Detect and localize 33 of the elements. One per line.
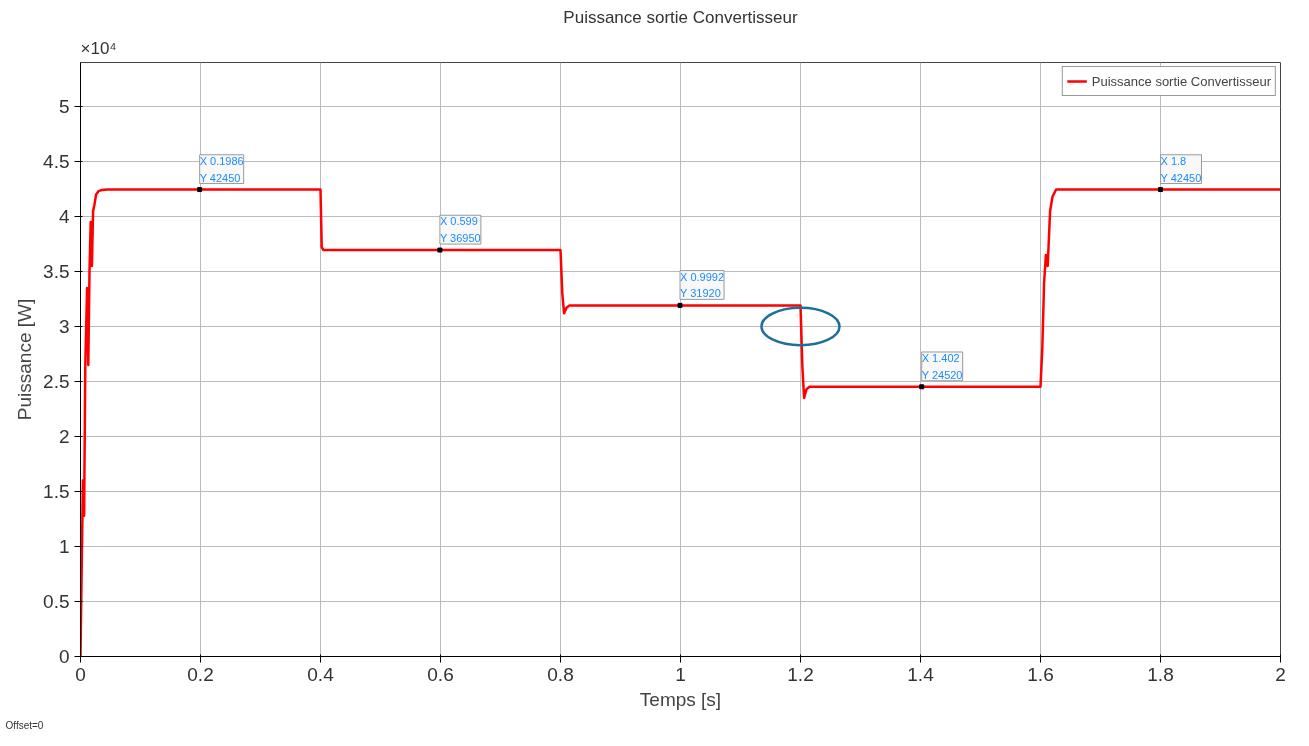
- y-tick-label: 2.5: [43, 371, 70, 392]
- y-tick-label: 1: [58, 536, 70, 557]
- text: Offset=0: [5, 719, 44, 731]
- y-tick-label: 0.5: [43, 591, 70, 612]
- y-tick-label: 0: [58, 646, 70, 667]
- x-tick-label: 0.2: [187, 663, 214, 685]
- y-tick-label: 3: [58, 316, 70, 337]
- x-tick-label: 0: [75, 663, 86, 685]
- y-axis-title: Puissance [W]: [14, 298, 36, 421]
- x-tick-label: 0.8: [547, 663, 574, 685]
- legend-label: Puissance sortie Convertisseur: [1091, 73, 1271, 89]
- chart-title: Puissance sortie Convertisseur: [563, 7, 798, 27]
- x-tick-label: 1.4: [907, 663, 935, 685]
- y-tick-label: 2: [58, 426, 70, 447]
- x-tick-label: 0.6: [427, 663, 454, 685]
- y-tick-label: 3.5: [43, 261, 70, 282]
- y-tick-label: 5: [58, 96, 70, 117]
- y-tick-label: 4: [58, 206, 70, 227]
- annotation: X 0.9992 Y 31920: [680, 270, 725, 300]
- y-tick-label: 4.5: [43, 151, 70, 172]
- x-tick-label: 1: [675, 663, 686, 685]
- x-tick-label: 2: [1275, 663, 1286, 685]
- x-tick-label: 0.4: [307, 663, 335, 685]
- text: ×10⁴: [80, 38, 117, 58]
- x-tick-label: 1.8: [1147, 663, 1174, 685]
- annotation: X 0.1986 Y 42450: [199, 154, 244, 184]
- y-tick-label: 1.5: [43, 481, 70, 502]
- annotation: X 0.599 Y 36950: [439, 215, 481, 245]
- x-tick-label: 1.6: [1027, 663, 1054, 685]
- annotation: X 1.402 Y 24520: [921, 351, 963, 381]
- x-axis-title: Temps [s]: [639, 688, 722, 710]
- annotation: X 1.8 Y 42450: [1160, 154, 1202, 184]
- x-tick-label: 1.2: [787, 663, 814, 685]
